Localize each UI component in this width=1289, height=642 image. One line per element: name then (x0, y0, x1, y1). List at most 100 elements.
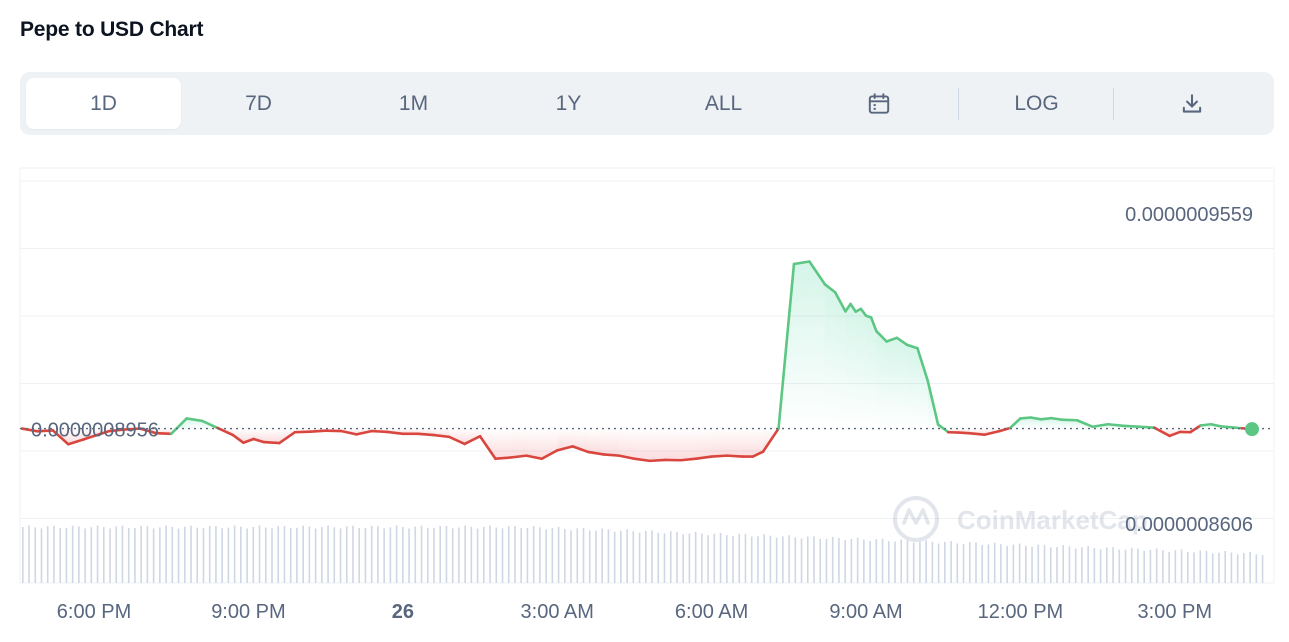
volume-bar (1074, 548, 1077, 583)
volume-bar (663, 533, 666, 583)
tab-1m[interactable]: 1M (398, 91, 429, 115)
price-segment (478, 434, 497, 461)
volume-bar (84, 528, 86, 583)
volume-bar (464, 525, 466, 583)
volume-bar (507, 526, 510, 583)
price-segment (648, 458, 667, 463)
volume-bar (352, 525, 354, 583)
volume-bar (140, 525, 142, 583)
volume-bar (109, 528, 111, 583)
volume-bar (925, 540, 927, 583)
area-segment (557, 428, 573, 451)
price-segment (82, 434, 96, 441)
volume-bar (96, 525, 99, 583)
calendar-icon (868, 92, 889, 114)
volume-bar (215, 526, 217, 583)
price-segment (586, 450, 605, 456)
price-segment (983, 429, 1002, 437)
volume-bar (1025, 545, 1027, 583)
volume-bar (987, 544, 990, 583)
volume-bar (134, 528, 136, 583)
download-button[interactable] (1115, 78, 1268, 129)
volume-bar (190, 525, 192, 583)
price-segment (1152, 426, 1171, 438)
volume-bar (339, 528, 342, 583)
area-segment (449, 428, 465, 444)
price-segment (36, 429, 55, 433)
volume-bar (202, 528, 205, 583)
volume-bar (607, 529, 610, 583)
price-segment (463, 434, 482, 446)
price-segment (123, 427, 142, 431)
price-segment (792, 260, 811, 266)
log-scale-toggle[interactable]: LOG (1014, 91, 1059, 115)
volume-bar (875, 539, 878, 583)
chart-toolbar: 1D 7D 1M 1Y ALL LOG (20, 72, 1274, 135)
tab-1d[interactable]: 1D (26, 78, 181, 129)
volume-bar (445, 526, 448, 583)
volume-bar (638, 532, 641, 583)
x-axis-tick-label: 26 (392, 601, 414, 623)
area-segment (572, 428, 589, 452)
price-chart[interactable]: CoinMarketCap 0.0000008956 0.0000009559 0.… (19, 167, 1275, 623)
price-segment (447, 435, 466, 446)
price-segment (169, 417, 188, 436)
price-segment (51, 429, 70, 446)
volume-bar (900, 539, 903, 583)
area-segment (855, 308, 861, 429)
volume-bar (208, 525, 211, 583)
price-segment (252, 437, 266, 444)
price-segment (308, 429, 327, 433)
volume-bar (1218, 552, 1220, 583)
tab-1y[interactable]: 1Y (555, 91, 582, 115)
volume-bar (539, 527, 541, 583)
area-segment (850, 303, 856, 429)
reference-price-label: 0.0000008956 (31, 420, 159, 442)
price-segment (761, 427, 780, 453)
volume-bar (389, 527, 392, 583)
price-segment (1168, 430, 1182, 438)
volume-bar (302, 525, 304, 583)
volume-bar (22, 527, 24, 583)
volume-bar (719, 532, 722, 583)
price-segment (1049, 416, 1063, 421)
area-segment (1061, 419, 1078, 429)
area-segment (464, 428, 481, 444)
area-segment (871, 317, 877, 429)
volume-bar (308, 526, 311, 583)
area-segment (696, 428, 712, 459)
volume-bar (532, 526, 535, 583)
volume-bar (258, 525, 261, 583)
price-segment (926, 379, 940, 426)
volume-bar (962, 544, 965, 583)
volume-bar (152, 528, 155, 583)
volume-bar (227, 527, 230, 583)
price-segment (694, 455, 713, 461)
volume-bar (794, 537, 797, 583)
volume-bar (252, 526, 255, 583)
volume-bar (707, 535, 709, 583)
volume-bar (956, 543, 959, 583)
tab-7d[interactable]: 7D (245, 91, 272, 115)
volume-bar (420, 525, 423, 583)
price-segment (808, 260, 827, 286)
volume-bar (1155, 548, 1158, 583)
volume-bar (333, 527, 336, 583)
area-segment (495, 428, 511, 459)
price-segment (108, 428, 127, 433)
volume-bar (271, 528, 273, 583)
volume-bar (1018, 543, 1021, 583)
volume-bar (34, 527, 37, 583)
volume-bar (102, 527, 105, 583)
price-segment (679, 457, 698, 462)
date-range-button[interactable] (801, 78, 956, 129)
area-segment (649, 428, 666, 461)
price-segment (967, 431, 986, 437)
price-segment (1209, 422, 1223, 428)
price-segment (571, 445, 590, 454)
area-segment (510, 428, 527, 458)
area-segment (876, 331, 887, 429)
volume-bar (1099, 549, 1102, 583)
tab-all[interactable]: ALL (704, 91, 743, 115)
area-segment (845, 303, 851, 429)
